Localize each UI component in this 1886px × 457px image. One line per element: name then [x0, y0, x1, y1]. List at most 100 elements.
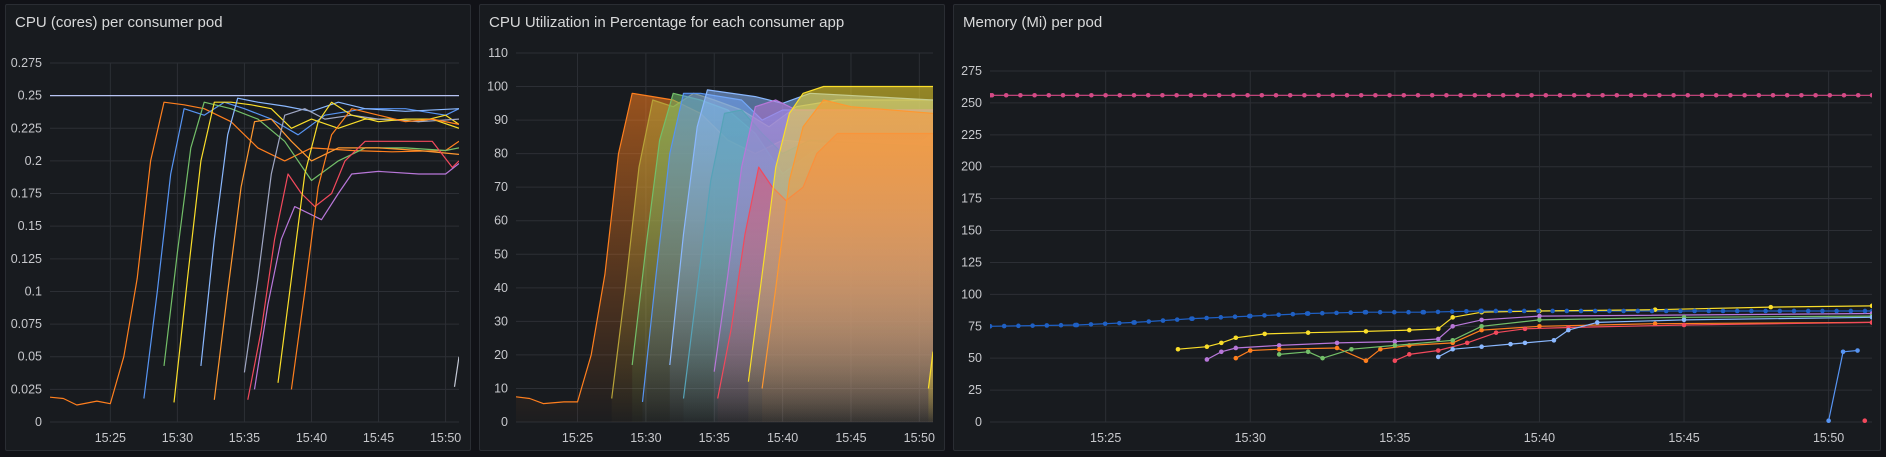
- data-point: [1018, 92, 1023, 98]
- data-point: [1160, 92, 1165, 98]
- data-point: [1840, 349, 1846, 355]
- data-point: [1614, 92, 1620, 98]
- data-point: [1479, 327, 1484, 333]
- x-tick-label: 15:30: [630, 431, 661, 445]
- data-point: [1016, 323, 1021, 329]
- series-line-7[interactable]: [1437, 316, 1872, 358]
- x-tick-label: 15:35: [1379, 431, 1410, 445]
- data-point: [1435, 309, 1441, 315]
- data-point: [1550, 308, 1555, 314]
- data-point: [1472, 92, 1478, 98]
- series-line-8[interactable]: [747, 85, 933, 382]
- data-point: [1219, 340, 1224, 346]
- y-tick-label: 0.275: [11, 56, 42, 70]
- y-tick-label: 0: [975, 415, 982, 429]
- y-tick-label: 0.1: [25, 284, 42, 298]
- data-point: [1202, 92, 1208, 98]
- y-tick-label: 0: [35, 415, 42, 429]
- data-point: [1827, 92, 1833, 98]
- series-line-8[interactable]: [247, 140, 459, 400]
- series-line-5[interactable]: [200, 97, 459, 366]
- y-tick-label: 100: [487, 80, 508, 94]
- data-point: [1348, 310, 1353, 315]
- data-point: [1219, 349, 1224, 355]
- series-line-6[interactable]: [213, 118, 459, 400]
- x-tick-label: 15:40: [1524, 431, 1555, 445]
- series-line-4[interactable]: [173, 101, 459, 403]
- y-tick-label: 10: [494, 381, 508, 395]
- memory-chart: 0 25 50 75 100 125 150 175 200 225 250 275 15:25 15:3…: [961, 64, 1872, 445]
- data-point: [1479, 308, 1484, 314]
- data-point: [1146, 319, 1152, 324]
- data-point: [1334, 340, 1340, 346]
- y-tick-label: 200: [961, 160, 982, 174]
- data-point: [1763, 308, 1768, 314]
- y-tick-label: 0.025: [11, 382, 42, 396]
- y-tick-label: 225: [961, 128, 982, 142]
- series-line-9[interactable]: [761, 99, 933, 389]
- x-tick-label: 15:45: [835, 431, 866, 445]
- data-point: [1628, 92, 1634, 98]
- data-point: [1869, 92, 1872, 98]
- data-point: [1204, 315, 1209, 321]
- data-point: [1500, 92, 1506, 98]
- data-point: [1855, 92, 1861, 98]
- data-point: [990, 323, 993, 329]
- series-line-8[interactable]: [1828, 349, 1858, 421]
- series-line-10[interactable]: [277, 101, 459, 383]
- y-tick-label: 150: [961, 224, 982, 238]
- y-tick-label: 110: [488, 46, 508, 60]
- data-point: [1175, 346, 1181, 352]
- data-point: [1387, 92, 1392, 98]
- series-line-11[interactable]: [290, 108, 459, 390]
- y-tick-label: 0.2: [25, 154, 42, 168]
- data-point: [1671, 92, 1676, 98]
- data-point: [1869, 320, 1872, 325]
- y-tick-label: 90: [494, 113, 508, 127]
- data-point: [1522, 340, 1528, 346]
- data-point: [1826, 418, 1831, 424]
- data-point: [1681, 322, 1687, 328]
- data-point: [1373, 92, 1378, 98]
- panel-title[interactable]: CPU (cores) per consumer pod: [15, 14, 223, 31]
- data-point: [1188, 92, 1194, 98]
- y-tick-label: 250: [961, 96, 982, 110]
- data-point: [1074, 322, 1080, 328]
- data-point: [1435, 354, 1441, 360]
- series-line-5[interactable]: [1279, 315, 1872, 359]
- data-point: [1276, 312, 1281, 318]
- data-point: [1642, 92, 1648, 98]
- data-point: [1216, 92, 1222, 98]
- data-point: [1699, 92, 1705, 98]
- series-line-2[interactable]: [143, 101, 459, 399]
- data-point: [1444, 92, 1449, 98]
- series-line-10[interactable]: [927, 351, 933, 389]
- series-line-3[interactable]: [163, 101, 459, 366]
- x-tick-label: 15:45: [1668, 431, 1699, 445]
- data-point: [1060, 92, 1066, 98]
- data-point: [1508, 341, 1513, 347]
- x-tick-label: 15:25: [1090, 431, 1121, 445]
- panel-title[interactable]: CPU Utilization in Percentage for each c…: [489, 14, 845, 31]
- y-tick-label: 50: [968, 351, 982, 365]
- data-point: [1074, 92, 1080, 98]
- data-point: [1663, 308, 1669, 314]
- data-point: [1145, 92, 1151, 98]
- data-point: [1522, 326, 1528, 332]
- cpu-utilization-panel: CPU Utilization in Percentage for each c…: [479, 4, 945, 451]
- data-point: [1401, 92, 1407, 98]
- series-line-9[interactable]: [253, 163, 460, 390]
- y-tick-label: 0.075: [11, 317, 42, 331]
- panel-title[interactable]: Memory (Mi) per pod: [963, 14, 1103, 31]
- data-point: [1529, 92, 1534, 98]
- series-area-10: [928, 351, 933, 422]
- data-point: [1088, 322, 1094, 327]
- series-line-12[interactable]: [453, 356, 460, 387]
- data-point: [1262, 331, 1268, 337]
- y-tick-label: 125: [961, 255, 982, 269]
- data-point: [1131, 92, 1137, 98]
- data-point: [1132, 320, 1137, 325]
- data-point: [1635, 308, 1641, 314]
- data-point: [1543, 92, 1549, 98]
- series-line-1[interactable]: [50, 101, 459, 406]
